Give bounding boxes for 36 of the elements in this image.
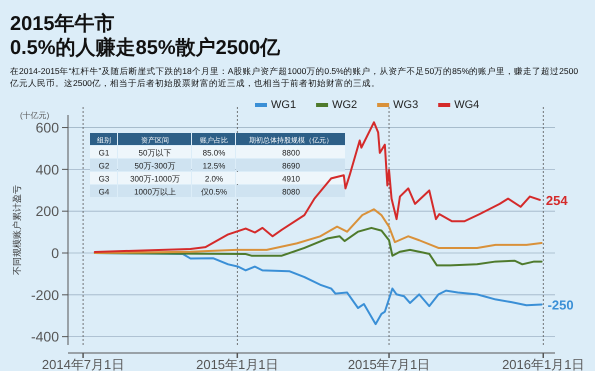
y-axis-title: 不同规模账户累计盈亏 [12, 185, 22, 275]
y-tick-label: -200 [30, 286, 60, 303]
annotation: 1000万以上 [134, 188, 176, 196]
annotation: 50万-300万 [134, 162, 176, 170]
chart-subtitle: 在2014-2015年“杠杆牛”及随后断崖式下跌的18个月里：A股账户资产超1000万的0.5%的账户，从资产不足50万的85%的账户里，赚走了超过2500亿元人民币。这2500亿，相当于后者初始股票财富的近三成，也相当于前者初始财富的三成。 [9, 66, 578, 88]
y-tick-label: 200 [36, 203, 60, 220]
y-tick-label: 0 [51, 245, 60, 261]
annotation: G1 [98, 148, 110, 158]
annotation: -250 [548, 297, 574, 312]
legend-label: WG2 [332, 99, 358, 111]
x-tick-label: 2014年7月1日 [42, 357, 124, 371]
annotation: G3 [98, 174, 110, 184]
x-tick-label: 2016年1月1日 [502, 357, 584, 371]
legend-label: WG1 [271, 99, 296, 111]
annotation: 2.0% [204, 174, 224, 184]
annotation: 8690 [282, 162, 300, 170]
annotation: 50万以下 [138, 148, 172, 158]
annotation: G4 [98, 188, 110, 196]
legend-label: WG4 [454, 99, 480, 111]
annotation: G2 [98, 162, 110, 170]
y-tick-label: 600 [36, 120, 60, 136]
chart-title: 2015年牛市 0.5%的人赚走85%散户2500亿 [10, 12, 282, 59]
x-tick-label: 2015年1月1日 [196, 357, 279, 371]
x-tick-label: 2015年7月1日 [348, 357, 430, 371]
annotation: 8800 [282, 148, 300, 158]
legend-label: WG3 [393, 99, 418, 111]
annotation: 4910 [282, 174, 300, 184]
annotation: 12.5% [202, 162, 226, 170]
annotation: 300万-1000万 [130, 174, 180, 184]
text: (十亿元) [20, 111, 50, 120]
annotation: 254 [546, 192, 568, 208]
annotation: 仅0.5% [200, 188, 228, 196]
y-tick-label: 400 [36, 161, 60, 178]
annotation: 85.0% [202, 148, 226, 158]
annotation: 8080 [282, 188, 300, 196]
y-tick-label: -400 [30, 328, 60, 345]
